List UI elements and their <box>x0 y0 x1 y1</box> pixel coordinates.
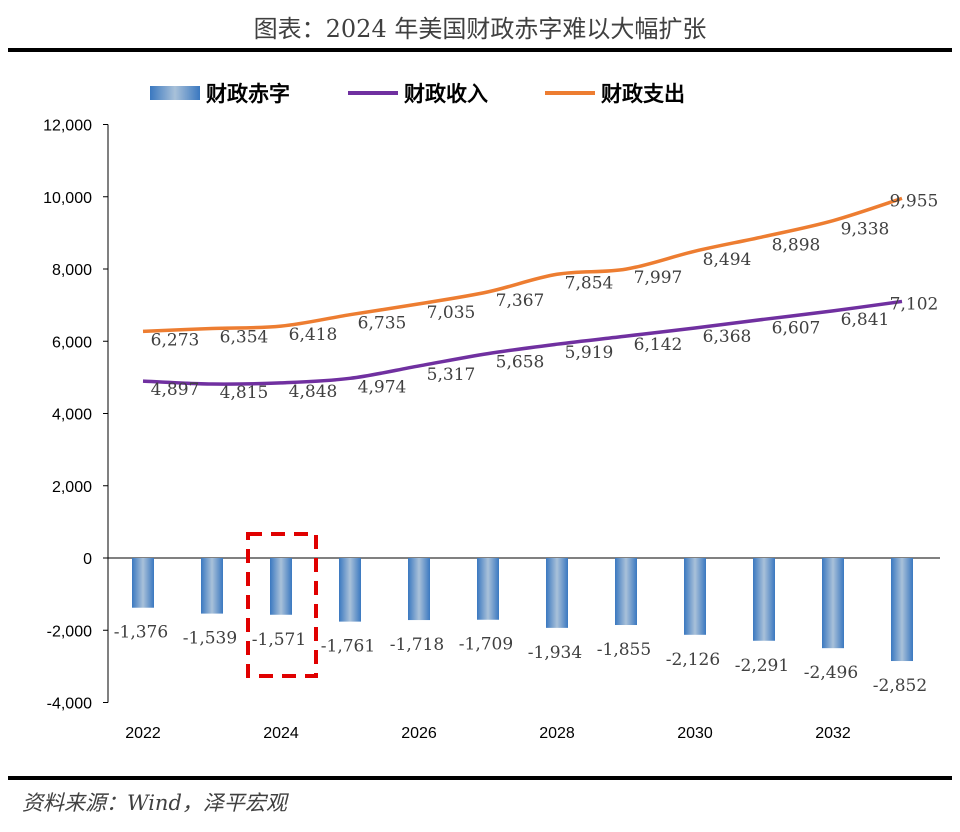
axes: 12,000 10,000 8,000 6,000 4,000 2,000 0 -2,000 -… <box>43 118 940 742</box>
line-revenue <box>142 299 903 386</box>
y-tick-label: 2,000 <box>52 479 92 496</box>
bar-deficit-2026 <box>408 558 430 621</box>
y-tick-label: 0 <box>83 551 92 568</box>
data-label-spending: 8,898 <box>772 236 821 256</box>
y-tick-label: 12,000 <box>43 118 92 135</box>
data-label-deficit: -1,539 <box>183 629 237 649</box>
x-tick-label: 2026 <box>401 725 437 742</box>
marks: -1,376 -1,539 -1,571 -1,761 -1,718 -1,709 -1,9… <box>114 191 939 696</box>
data-label-spending: 9,338 <box>841 220 890 240</box>
source-note: 资料来源：Wind，泽平宏观 <box>22 791 290 815</box>
data-label-revenue: 4,897 <box>151 380 200 400</box>
data-label-deficit: -1,761 <box>321 637 375 657</box>
bar-deficit-2031 <box>753 558 775 641</box>
data-label-deficit: -2,291 <box>735 656 789 676</box>
data-label-spending: 7,997 <box>634 268 683 288</box>
y-tick-label: -4,000 <box>47 696 92 713</box>
bar-deficit-2028 <box>546 558 568 628</box>
data-label-spending: 6,273 <box>151 330 200 350</box>
data-label-revenue: 4,848 <box>289 382 338 402</box>
data-label-deficit: -1,709 <box>459 635 513 655</box>
bar-deficit-2022 <box>132 558 154 608</box>
legend-label: 财政赤字 <box>206 81 290 106</box>
data-label-deficit: -1,934 <box>528 643 582 663</box>
legend-swatch-deficit <box>150 86 200 100</box>
bar-deficit-2027 <box>477 558 499 620</box>
data-label-deficit: -2,126 <box>666 650 720 670</box>
bar-deficit-2030 <box>684 558 706 635</box>
y-tick-label: -2,000 <box>47 623 92 640</box>
line-spending <box>142 196 903 334</box>
data-label-revenue: 6,841 <box>841 310 890 330</box>
x-tick-label: 2028 <box>539 725 575 742</box>
y-tick-label: 6,000 <box>52 334 92 351</box>
y-tick-label: 10,000 <box>43 190 92 207</box>
bar-deficit-2033 <box>891 558 913 662</box>
data-label-revenue: 4,974 <box>358 377 407 397</box>
bar-deficit-2029 <box>615 558 637 626</box>
data-label-spending: 7,854 <box>565 273 614 293</box>
data-label-revenue: 6,142 <box>634 335 683 355</box>
data-label-spending: 6,735 <box>358 314 407 334</box>
legend-label: 财政收入 <box>404 81 488 106</box>
bar-deficit-2025 <box>339 558 361 622</box>
x-tick-label: 2024 <box>263 725 299 742</box>
legend: 财政赤字 财政收入 财政支出 <box>150 81 685 106</box>
data-label-revenue: 6,607 <box>772 318 821 338</box>
highlight-box-2024 <box>246 532 318 678</box>
x-tick-label: 2030 <box>677 725 713 742</box>
data-label-revenue: 4,815 <box>220 383 269 403</box>
data-label-deficit: -1,571 <box>252 630 306 650</box>
data-label-deficit: -2,852 <box>873 676 927 696</box>
data-label-revenue: 5,317 <box>427 365 476 385</box>
chart-title: 图表：2024 年美国财政赤字难以大幅扩张 <box>254 15 707 43</box>
y-tick-label: 4,000 <box>52 407 92 424</box>
data-label-deficit: -1,718 <box>390 635 444 655</box>
title-rule <box>8 48 952 52</box>
data-label-spending: 8,494 <box>703 250 752 270</box>
data-label-spending: 7,035 <box>427 303 476 323</box>
x-tick-label: 2032 <box>815 725 851 742</box>
data-label-deficit: -2,496 <box>804 663 858 683</box>
x-tick-label: 2022 <box>125 725 161 742</box>
bar-deficit-2032 <box>822 558 844 649</box>
source-rule <box>8 776 952 780</box>
data-label-deficit: -1,376 <box>114 623 168 643</box>
data-label-spending: 9,955 <box>890 191 939 211</box>
data-label-deficit: -1,855 <box>597 640 651 660</box>
data-label-revenue: 5,658 <box>496 353 545 373</box>
legend-label: 财政支出 <box>601 81 685 106</box>
data-label-revenue: 7,102 <box>890 294 939 314</box>
y-tick-label: 8,000 <box>52 262 92 279</box>
bar-deficit-2024 <box>270 558 292 615</box>
data-label-revenue: 5,919 <box>565 343 614 363</box>
data-label-revenue: 6,368 <box>703 327 752 347</box>
data-label-spending: 6,418 <box>289 325 338 345</box>
bar-deficit-2023 <box>201 558 223 614</box>
data-label-spending: 7,367 <box>496 291 545 311</box>
data-label-spending: 6,354 <box>220 327 269 347</box>
